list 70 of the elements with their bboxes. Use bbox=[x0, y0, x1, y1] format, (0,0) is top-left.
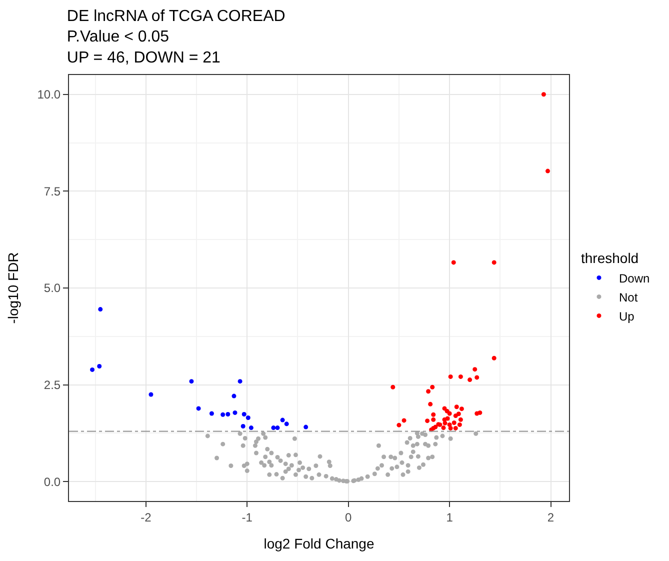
point bbox=[220, 412, 226, 417]
point bbox=[402, 418, 406, 423]
x-tick-label: -1 bbox=[242, 510, 253, 524]
point bbox=[304, 424, 308, 430]
point bbox=[458, 417, 463, 422]
point bbox=[196, 406, 201, 411]
point bbox=[468, 378, 472, 382]
point bbox=[148, 392, 154, 397]
point bbox=[545, 168, 550, 174]
y-tick-label: 10.0 bbox=[37, 88, 61, 102]
point bbox=[441, 426, 446, 430]
x-tick-label: 1 bbox=[446, 510, 454, 524]
y-axis-title: -log10 FDR bbox=[4, 252, 21, 324]
point bbox=[232, 394, 236, 398]
point bbox=[442, 406, 447, 411]
x-tick-label: 2 bbox=[547, 510, 554, 524]
point bbox=[453, 414, 458, 418]
point bbox=[492, 356, 496, 360]
point bbox=[541, 92, 546, 97]
point bbox=[238, 379, 242, 384]
point bbox=[492, 260, 496, 265]
legend-label: Down bbox=[619, 271, 650, 286]
y-tick-label: 0.0 bbox=[44, 474, 61, 489]
point bbox=[430, 384, 435, 390]
point bbox=[275, 426, 280, 430]
y-tick-label: 5.0 bbox=[44, 281, 61, 296]
legend-label: Up bbox=[619, 309, 635, 324]
point bbox=[240, 424, 246, 429]
point bbox=[428, 402, 433, 406]
point bbox=[448, 374, 453, 379]
point bbox=[97, 364, 102, 368]
point bbox=[457, 422, 462, 427]
point bbox=[454, 404, 459, 410]
point bbox=[242, 412, 246, 416]
chart-title: DE lncRNA of TCGA COREAD P.Value < 0.05 UP = 46, DOWN = 21 bbox=[66, 8, 286, 66]
point bbox=[448, 426, 453, 430]
point bbox=[280, 418, 285, 422]
point bbox=[271, 426, 276, 430]
point bbox=[189, 379, 194, 384]
point bbox=[390, 384, 396, 390]
point bbox=[442, 420, 448, 426]
point bbox=[232, 410, 238, 415]
point bbox=[98, 307, 103, 312]
point bbox=[90, 367, 95, 372]
point bbox=[431, 412, 436, 417]
x-axis-title: log2 Fold Change bbox=[264, 536, 374, 552]
point bbox=[472, 367, 478, 372]
y-tick-label: 2.5 bbox=[44, 378, 61, 392]
point bbox=[226, 412, 230, 416]
point bbox=[447, 411, 452, 416]
point bbox=[248, 426, 254, 430]
point bbox=[396, 422, 402, 428]
point bbox=[425, 418, 430, 424]
point bbox=[284, 422, 289, 426]
point bbox=[451, 260, 456, 265]
point bbox=[458, 374, 463, 379]
point bbox=[209, 411, 214, 416]
legend-label: Not bbox=[619, 290, 638, 304]
x-tick-label: -2 bbox=[140, 510, 152, 524]
x-tick-label: 0 bbox=[345, 510, 352, 524]
point bbox=[452, 420, 456, 426]
point bbox=[459, 406, 464, 412]
legend-title: threshold bbox=[581, 250, 639, 266]
point bbox=[431, 417, 436, 422]
point bbox=[246, 415, 250, 420]
y-tick-label: 7.5 bbox=[44, 184, 61, 198]
point bbox=[453, 426, 458, 430]
point bbox=[426, 389, 431, 394]
point bbox=[474, 375, 480, 380]
point bbox=[478, 410, 482, 415]
